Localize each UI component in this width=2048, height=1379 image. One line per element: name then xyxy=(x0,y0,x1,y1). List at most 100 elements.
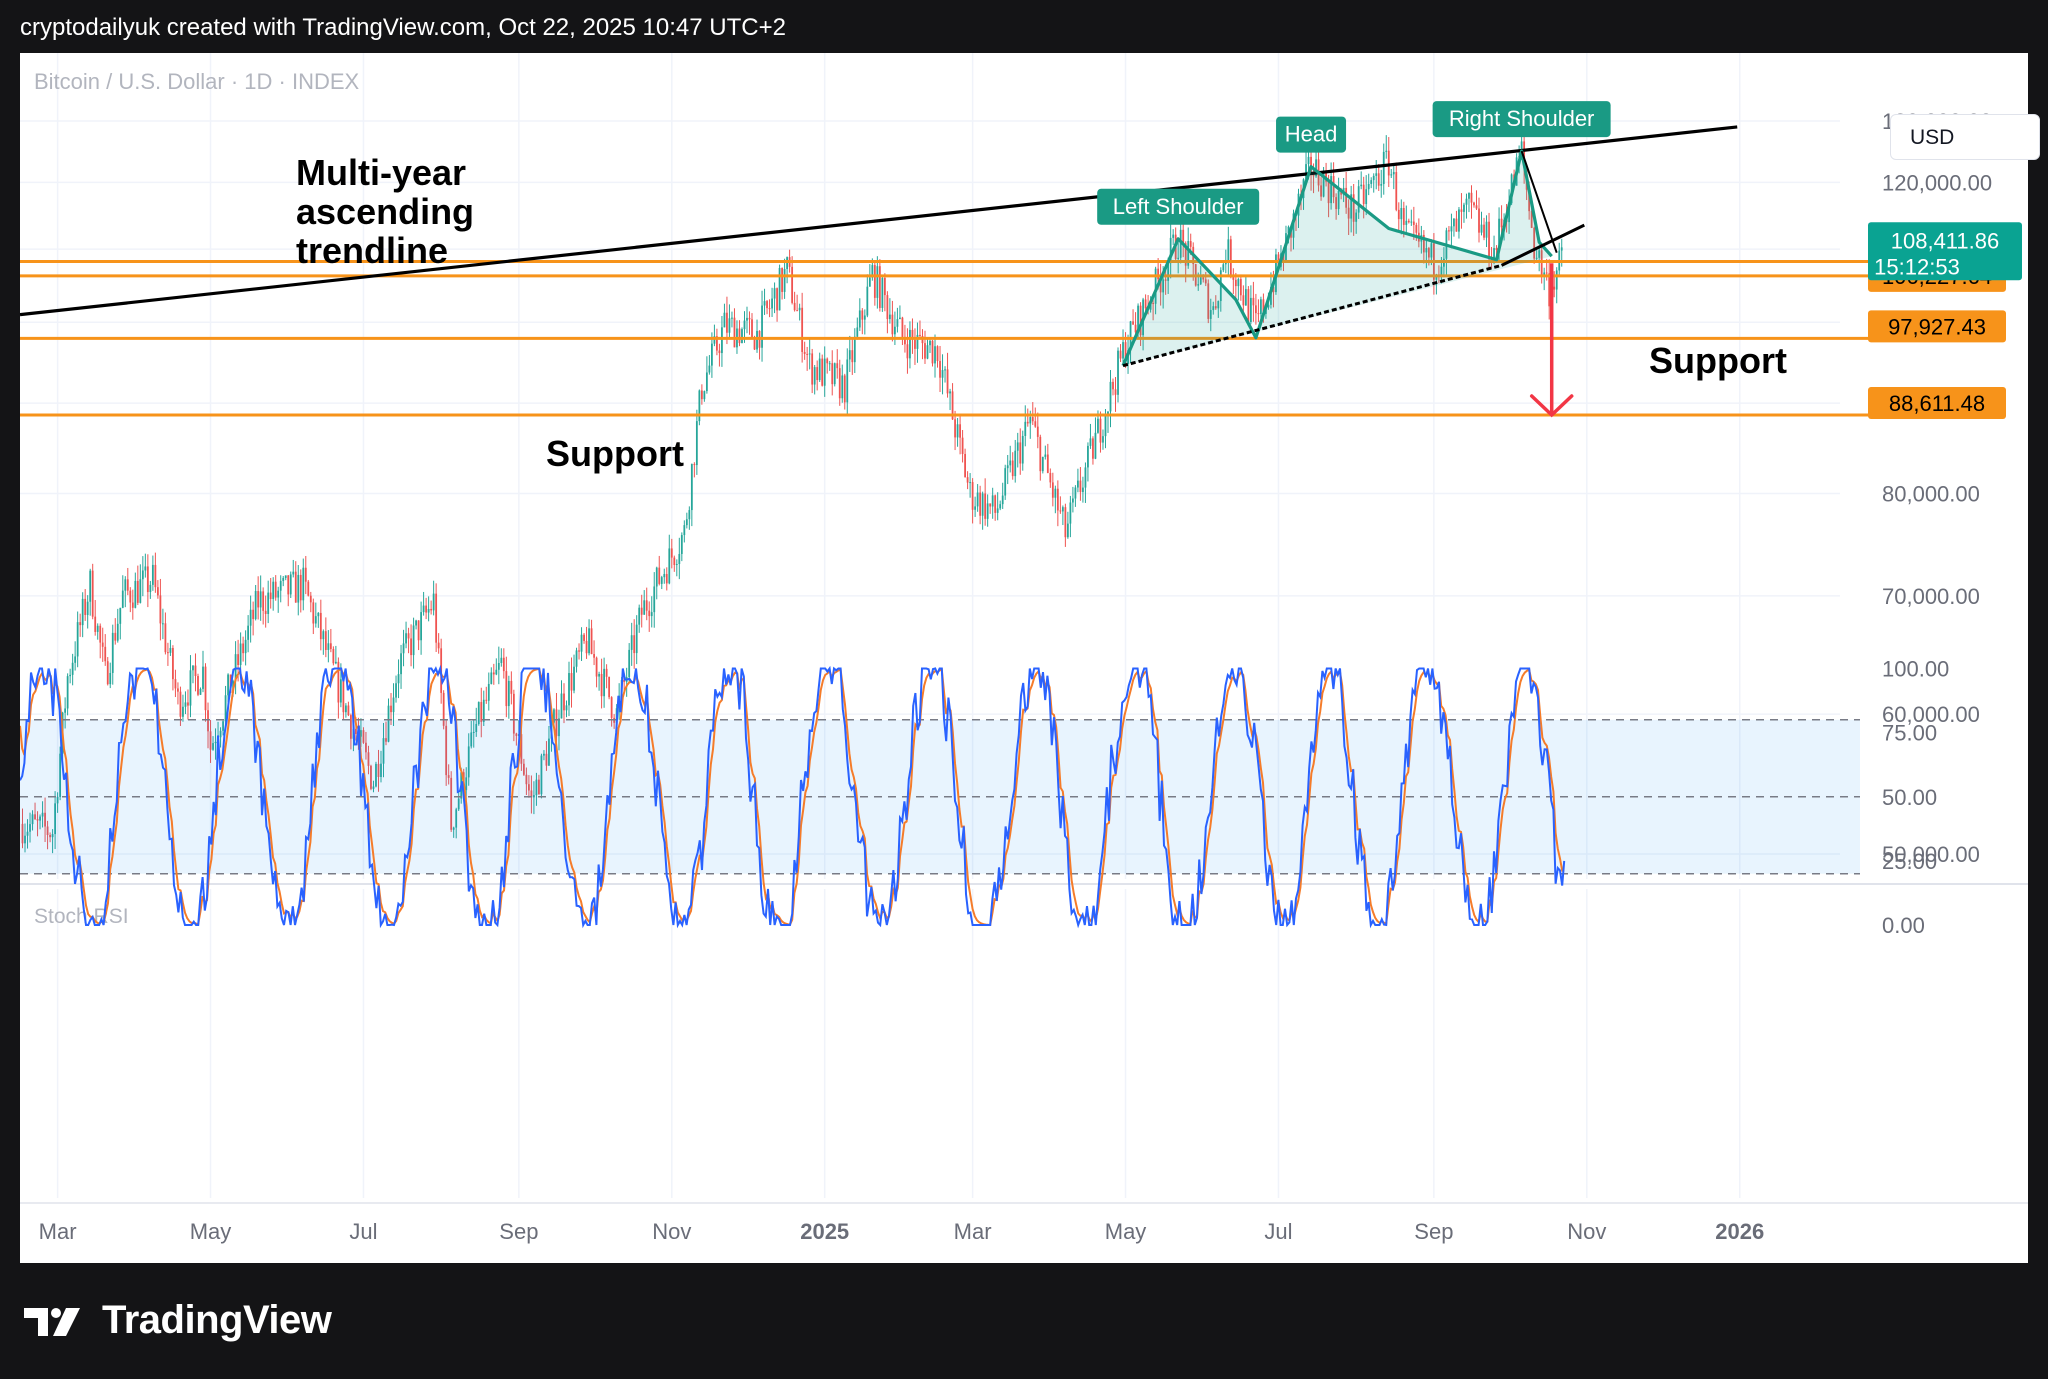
candle-body xyxy=(731,317,733,319)
candle-body xyxy=(969,482,972,484)
candle-body xyxy=(585,640,588,654)
candle-body xyxy=(981,493,984,516)
candle-body xyxy=(472,731,475,733)
candle-body xyxy=(896,319,899,327)
candle xyxy=(54,791,56,850)
multi-year-trendline[interactable] xyxy=(20,125,1738,317)
candle-body xyxy=(1029,417,1032,424)
candle xyxy=(926,337,929,360)
candle-body xyxy=(395,683,397,698)
candle xyxy=(264,595,267,628)
chart-panel[interactable]: Multi-year ascending trendline Support Suppo… xyxy=(20,53,2040,1263)
candle-body xyxy=(598,673,600,677)
candle xyxy=(227,673,229,703)
candle-body xyxy=(1217,301,1220,309)
candle-body xyxy=(1119,350,1122,359)
candle-body xyxy=(430,608,433,611)
candle-body xyxy=(59,753,62,797)
candle-body xyxy=(698,390,701,422)
candle xyxy=(319,599,322,651)
candle-body xyxy=(344,705,347,713)
candle-body xyxy=(1470,192,1473,203)
head-and-shoulders-pattern[interactable] xyxy=(1121,149,1553,367)
candle-body xyxy=(287,575,290,595)
candle-body xyxy=(129,590,132,603)
candle xyxy=(279,575,282,603)
candle xyxy=(1024,405,1027,447)
candle xyxy=(1555,267,1558,304)
candle xyxy=(385,721,387,746)
candle-body xyxy=(833,363,836,385)
candle-body xyxy=(801,307,804,352)
candle xyxy=(1370,177,1373,189)
candle-body xyxy=(172,647,174,680)
candle-body xyxy=(482,699,485,722)
candle-body xyxy=(808,353,811,355)
candle xyxy=(302,558,305,611)
candle xyxy=(934,334,936,378)
candle-body xyxy=(763,301,766,306)
neckline[interactable] xyxy=(1122,263,1502,368)
support-price-tag-text: 97,927.43 xyxy=(1888,314,1986,339)
candle-body xyxy=(1352,194,1355,222)
candle xyxy=(894,311,896,345)
candle-body xyxy=(1545,272,1548,274)
candle-body xyxy=(66,676,69,709)
candle-body xyxy=(1523,141,1526,168)
candle-body xyxy=(944,369,946,371)
candle-body xyxy=(553,709,555,723)
time-axis-label: 2025 xyxy=(800,1219,849,1244)
candle-body xyxy=(603,668,606,697)
candle xyxy=(828,360,831,371)
candle xyxy=(151,555,154,591)
neckline-extension[interactable] xyxy=(1500,223,1585,267)
candle-body xyxy=(427,608,430,613)
candle xyxy=(1543,267,1546,291)
candle xyxy=(738,320,741,347)
candle xyxy=(44,797,46,842)
candles xyxy=(21,126,1563,854)
candle-body xyxy=(1006,465,1009,469)
currency-selector-button[interactable]: USD xyxy=(1890,114,2040,160)
candle xyxy=(161,608,164,640)
candle-body xyxy=(324,631,327,650)
candle-body xyxy=(1239,279,1242,296)
candle-body xyxy=(237,654,239,666)
candle-body xyxy=(1134,324,1137,333)
candle xyxy=(505,656,508,718)
candle-body xyxy=(257,591,260,608)
candle-body xyxy=(956,424,959,438)
candle xyxy=(1355,209,1358,234)
candle-body xyxy=(1402,207,1405,225)
candle-body xyxy=(259,591,262,608)
candle-body xyxy=(791,266,794,303)
candle xyxy=(187,689,189,720)
candle-body xyxy=(1059,510,1062,512)
candle xyxy=(1049,468,1052,488)
candle-body xyxy=(1082,487,1084,493)
descending-line[interactable] xyxy=(1520,150,1558,253)
support-price-tag-text: 88,611.48 xyxy=(1889,391,1985,416)
candle-body xyxy=(239,643,242,666)
candle xyxy=(716,328,718,356)
candle xyxy=(713,324,716,347)
candle xyxy=(1082,476,1084,503)
candle xyxy=(24,823,26,853)
candle xyxy=(705,356,708,394)
candle xyxy=(961,429,964,463)
candle xyxy=(688,506,691,530)
candle-body xyxy=(853,336,856,363)
candle-body xyxy=(294,571,297,603)
candle-body xyxy=(367,752,370,766)
candle xyxy=(370,764,372,791)
candle-body xyxy=(580,634,583,652)
candle-body xyxy=(445,725,448,776)
candle xyxy=(277,586,280,613)
candle-body xyxy=(362,730,365,743)
candle xyxy=(731,311,733,328)
bar-countdown-text: 15:12:53 xyxy=(1874,254,1960,279)
candle-body xyxy=(161,623,164,625)
candle xyxy=(144,553,147,578)
candle xyxy=(99,623,102,659)
